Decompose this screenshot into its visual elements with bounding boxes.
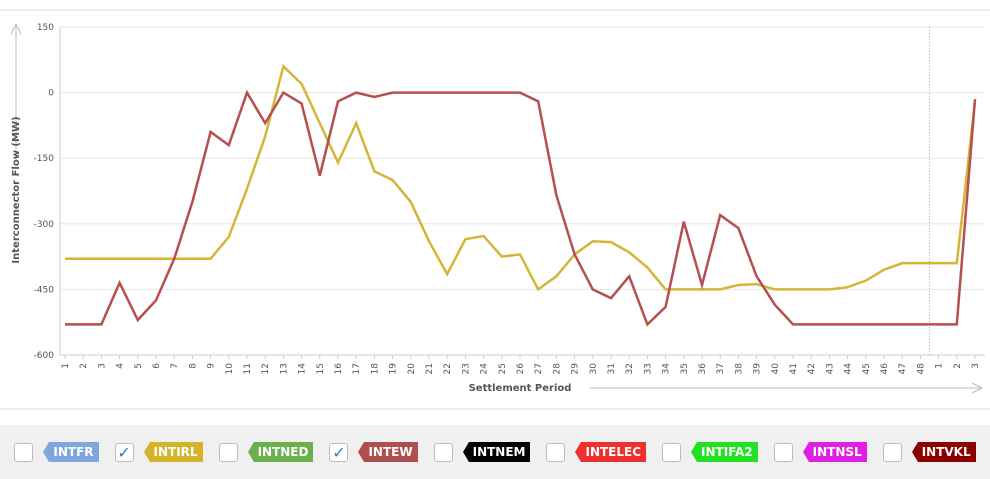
- x-tick-label: 40: [771, 363, 781, 375]
- x-tick-label: 48: [916, 363, 926, 375]
- x-tick-label: 7: [170, 363, 180, 369]
- legend-item: INTNSL: [773, 442, 867, 462]
- x-tick-label: 21: [425, 363, 435, 374]
- x-tick-label: 20: [407, 363, 417, 375]
- x-tick-label: 10: [225, 363, 235, 375]
- legend-label[interactable]: INTFR: [43, 442, 99, 462]
- x-tick-label: 24: [480, 363, 490, 375]
- x-tick-label: 2: [953, 363, 963, 369]
- checkbox[interactable]: [882, 442, 902, 462]
- legend-label[interactable]: INTNSL: [802, 442, 867, 462]
- x-tick-label: 43: [825, 363, 835, 374]
- x-tick-label: 25: [498, 363, 508, 374]
- x-tick-label: 5: [134, 363, 144, 369]
- x-tick-label: 13: [279, 363, 289, 374]
- x-tick-label: 41: [789, 363, 799, 374]
- x-axis-title: Settlement Period: [469, 383, 572, 394]
- y-tick-label: -150: [34, 154, 55, 164]
- checkbox[interactable]: ✓: [329, 442, 349, 462]
- x-tick-label: 45: [862, 363, 872, 374]
- checkbox[interactable]: [218, 442, 238, 462]
- x-tick-label: 14: [298, 363, 308, 375]
- legend-item: INTVKL: [882, 442, 976, 462]
- x-tick-label: 47: [898, 363, 908, 374]
- x-arrow-head: [971, 382, 984, 394]
- checkbox[interactable]: [662, 442, 682, 462]
- legend-item: INTELEC: [546, 442, 647, 462]
- legend-label[interactable]: INTNEM: [462, 442, 531, 462]
- x-tick-label: 19: [389, 363, 399, 375]
- checkbox[interactable]: [773, 442, 793, 462]
- x-tick-label: 32: [625, 363, 635, 374]
- x-tick-label: 3: [97, 363, 107, 369]
- checkbox[interactable]: [14, 442, 34, 462]
- y-tick-label: 0: [48, 89, 54, 99]
- x-tick-label: 34: [662, 363, 672, 375]
- x-tick-label: 37: [716, 363, 726, 374]
- legend-item: ✓ INTIRL: [114, 442, 203, 462]
- x-tick-label: 23: [461, 363, 471, 374]
- series-line: [65, 89, 977, 327]
- x-tick-label: 33: [643, 363, 653, 374]
- y-axis-title: Interconnector Flow (MW): [11, 116, 22, 263]
- x-tick-label: 2: [79, 363, 89, 369]
- x-tick-label: 26: [516, 363, 526, 375]
- checkbox[interactable]: [433, 442, 453, 462]
- y-tick-label: -300: [34, 220, 55, 230]
- legend-item: INTFR: [14, 442, 99, 462]
- x-tick-label: 18: [370, 363, 380, 375]
- x-tick-label: 38: [734, 363, 744, 375]
- x-tick-label: 36: [698, 363, 708, 375]
- x-tick-label: 17: [352, 363, 362, 374]
- y-tick-label: -600: [34, 351, 55, 361]
- x-tick-label: 1: [935, 363, 945, 369]
- legend-item: INTNED: [218, 442, 314, 462]
- x-tick-label: 31: [607, 363, 617, 374]
- x-tick-label: 12: [261, 363, 271, 374]
- y-arrow-head: [10, 22, 22, 35]
- x-tick-label: 42: [807, 363, 817, 374]
- x-tick-label: 22: [443, 363, 453, 374]
- x-tick-label: 11: [243, 363, 253, 374]
- x-tick-label: 30: [589, 363, 599, 375]
- legend-label[interactable]: INTVKL: [911, 442, 976, 462]
- x-tick-label: 8: [188, 363, 198, 369]
- x-tick-label: 3: [971, 363, 981, 369]
- x-tick-label: 46: [880, 363, 890, 375]
- x-tick-label: 15: [316, 363, 326, 374]
- legend-item: INTNEM: [433, 442, 531, 462]
- legend-label[interactable]: INTIFA2: [691, 442, 758, 462]
- y-tick-label: -450: [34, 285, 55, 295]
- legend: INTFR ✓ INTIRL INTNED ✓ INTEW INTNEM INTELEC INT…: [0, 425, 990, 479]
- x-tick-label: 27: [534, 363, 544, 374]
- x-tick-label: 28: [552, 363, 562, 375]
- x-tick-label: 16: [334, 363, 344, 375]
- legend-label[interactable]: INTIRL: [143, 442, 203, 462]
- x-tick-label: 4: [116, 363, 126, 369]
- x-tick-label: 39: [753, 363, 763, 375]
- legend-item: ✓ INTEW: [329, 442, 418, 462]
- legend-label[interactable]: INTELEC: [575, 442, 647, 462]
- series-line: [65, 63, 977, 292]
- legend-item: INTIFA2: [662, 442, 758, 462]
- checkbox[interactable]: [546, 442, 566, 462]
- x-tick-label: 44: [844, 363, 854, 375]
- legend-label[interactable]: INTNED: [247, 442, 314, 462]
- chart: Interconnector Flow (MW) Settlement Peri…: [0, 9, 990, 410]
- checkbox[interactable]: ✓: [114, 442, 134, 462]
- x-tick-label: 1: [61, 363, 71, 369]
- x-tick-label: 29: [571, 363, 581, 375]
- x-tick-label: 9: [207, 363, 217, 369]
- y-tick-label: 150: [37, 23, 54, 33]
- x-tick-label: 6: [152, 363, 162, 369]
- x-tick-label: 35: [680, 363, 690, 374]
- legend-label[interactable]: INTEW: [358, 442, 418, 462]
